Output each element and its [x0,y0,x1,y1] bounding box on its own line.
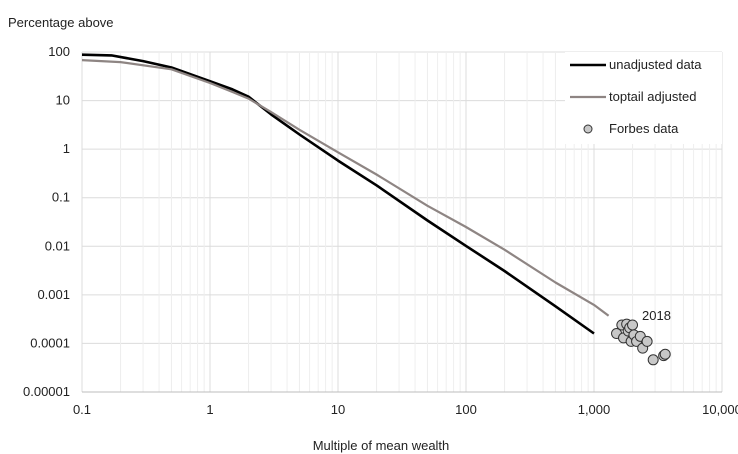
forbes-data-point [641,335,653,347]
forbes-data-point [627,319,639,331]
x-tick-label: 10 [331,402,345,417]
series-line-toptail-adjusted [81,59,610,317]
annotation-year: 2018 [642,308,671,323]
x-axis-title: Multiple of mean wealth [313,438,450,453]
x-tick-labels: 0.1 1 10 100 1,000 10,000 [73,402,738,417]
x-tick-label: 1,000 [578,402,611,417]
y-tick-label: 0.001 [37,287,70,302]
y-tick-label: 0.01 [45,238,70,253]
legend-label: toptail adjusted [609,89,696,104]
legend: unadjusted data toptail adjusted Forbes da… [565,52,722,144]
y-tick-label: 0.1 [52,190,70,205]
legend-swatch [583,124,593,134]
series-line-unadjusted-data [81,53,595,335]
y-tick-label: 10 [56,93,70,108]
y-tick-label: 0.0001 [30,335,70,350]
x-tick-label: 0.1 [73,402,91,417]
x-tick-label: 10,000 [702,402,738,417]
forbes-data-point [659,348,671,360]
x-tick-label: 100 [455,402,477,417]
y-tick-labels: 100 10 1 0.1 0.01 0.001 0.0001 0.00001 [23,44,70,399]
y-tick-label: 100 [48,44,70,59]
y-axis-title: Percentage above [8,15,114,30]
series-group [81,53,671,366]
y-tick-label: 0.00001 [23,384,70,399]
legend-label: unadjusted data [609,57,702,72]
y-tick-label: 1 [63,141,70,156]
legend-label: Forbes data [609,121,679,136]
x-tick-label: 1 [206,402,213,417]
forbes-data-point [647,354,659,366]
